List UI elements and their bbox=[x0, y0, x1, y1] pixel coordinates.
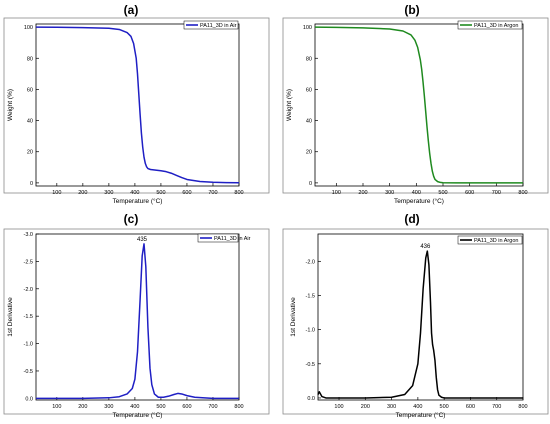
x-tick-label: 700 bbox=[208, 404, 217, 410]
x-axis-title: Temperature (°C) bbox=[113, 197, 163, 205]
x-tick-label: 700 bbox=[492, 190, 501, 196]
peak-annotation: 435 bbox=[137, 237, 148, 243]
legend-box bbox=[457, 20, 523, 30]
x-tick-label: 400 bbox=[412, 190, 421, 196]
x-tick-label: 200 bbox=[358, 190, 367, 196]
y-tick-label: 20 bbox=[27, 150, 33, 156]
x-tick-label: 600 bbox=[465, 190, 474, 196]
y-tick-label: 100 bbox=[24, 25, 33, 31]
y-tick-label: -3.0 bbox=[24, 232, 33, 238]
series-line bbox=[314, 26, 523, 184]
x-tick-label: 500 bbox=[156, 404, 165, 410]
series-line bbox=[35, 26, 240, 184]
plot-frame bbox=[317, 233, 524, 401]
y-axis-title: 1st Derivative bbox=[7, 297, 14, 337]
legend-box bbox=[183, 20, 239, 30]
y-tick-label: -2.0 bbox=[24, 287, 33, 293]
x-tick-label: 600 bbox=[182, 190, 191, 196]
x-tick-label: 800 bbox=[234, 190, 243, 196]
x-axis-title: Temperature (°C) bbox=[394, 197, 444, 205]
series-line bbox=[36, 243, 239, 400]
y-tick-label: -1.0 bbox=[24, 342, 33, 348]
x-tick-label: 700 bbox=[492, 404, 501, 410]
y-tick-label: 0 bbox=[309, 181, 312, 187]
x-tick-label: 500 bbox=[440, 404, 449, 410]
y-tick-label: 40 bbox=[27, 119, 33, 125]
y-axis-title: Weight (%) bbox=[7, 89, 14, 121]
x-axis-title: Temperature (°C) bbox=[396, 411, 446, 419]
y-tick-label: -1.5 bbox=[24, 314, 33, 320]
x-tick-label: 200 bbox=[78, 404, 87, 410]
legend-label: PA11_3D in Air bbox=[214, 236, 251, 242]
y-tick-label: 60 bbox=[306, 87, 312, 93]
y-tick-label: 0 bbox=[30, 181, 33, 187]
panel-label: (a) bbox=[124, 3, 139, 17]
legend-box bbox=[197, 233, 239, 243]
x-axis-title: Temperature (°C) bbox=[113, 411, 163, 419]
x-tick-label: 300 bbox=[104, 190, 113, 196]
x-tick-label: 300 bbox=[385, 190, 394, 196]
plot-frame bbox=[314, 23, 524, 187]
x-tick-label: 700 bbox=[208, 190, 217, 196]
x-tick-label: 400 bbox=[130, 404, 139, 410]
y-axis-title: 1st Derivative bbox=[290, 297, 297, 337]
y-tick-label: 80 bbox=[27, 56, 33, 62]
x-tick-label: 300 bbox=[104, 404, 113, 410]
x-tick-label: 400 bbox=[130, 190, 139, 196]
y-tick-label: 80 bbox=[306, 56, 312, 62]
x-tick-label: 600 bbox=[182, 404, 191, 410]
y-tick-label: 40 bbox=[306, 119, 312, 125]
x-tick-label: 100 bbox=[52, 404, 61, 410]
chart-panel-c: (c) 100 200 300 400 500 600 700 800 0.0 -0.5 -1.0 -1… bbox=[3, 212, 270, 419]
y-tick-label: -1.5 bbox=[306, 293, 315, 299]
plot-frame bbox=[35, 233, 240, 401]
x-tick-label: 800 bbox=[518, 404, 527, 410]
panel-label: (b) bbox=[404, 3, 419, 17]
y-tick-label: 0.0 bbox=[25, 396, 33, 402]
x-tick-label: 600 bbox=[466, 404, 475, 410]
legend-label: PA11_3D in Air bbox=[200, 23, 237, 29]
y-tick-label: 100 bbox=[303, 25, 312, 31]
x-tick-label: 100 bbox=[334, 404, 343, 410]
x-tick-label: 200 bbox=[78, 190, 87, 196]
x-tick-label: 800 bbox=[234, 404, 243, 410]
panel-border bbox=[282, 17, 549, 194]
panel-border bbox=[282, 228, 549, 415]
y-axis-title: Weight (%) bbox=[286, 89, 293, 121]
y-tick-label: 60 bbox=[27, 87, 33, 93]
y-tick-label: -1.0 bbox=[306, 328, 315, 334]
y-tick-label: -2.5 bbox=[24, 259, 33, 265]
panel-border bbox=[3, 228, 270, 415]
panel-label: (c) bbox=[124, 212, 139, 226]
legend-box bbox=[457, 235, 523, 245]
x-tick-label: 500 bbox=[438, 190, 447, 196]
y-tick-label: 0.0 bbox=[307, 396, 315, 402]
plot-frame bbox=[35, 23, 240, 187]
x-tick-label: 300 bbox=[387, 404, 396, 410]
legend-label: PA11_3D in Argon bbox=[474, 23, 518, 29]
x-tick-label: 800 bbox=[518, 190, 527, 196]
panel-label: (d) bbox=[404, 212, 419, 226]
x-tick-label: 500 bbox=[156, 190, 165, 196]
x-tick-label: 100 bbox=[52, 190, 61, 196]
x-tick-label: 400 bbox=[413, 404, 422, 410]
x-tick-label: 100 bbox=[332, 190, 341, 196]
chart-panel-a: (a) 100 200 300 400 500 600 700 800 0 20 40 60 80 100 T… bbox=[3, 3, 270, 205]
y-tick-label: 20 bbox=[306, 150, 312, 156]
peak-annotation: 436 bbox=[420, 244, 431, 250]
y-tick-label: -0.5 bbox=[24, 369, 33, 375]
x-tick-label: 200 bbox=[361, 404, 370, 410]
series-line bbox=[317, 250, 523, 399]
y-tick-label: -2.0 bbox=[306, 259, 315, 265]
panel-border bbox=[3, 17, 270, 194]
chart-panel-b: (b) 100 200 300 400 500 600 700 800 0 20 40 60 80 100 T… bbox=[282, 3, 549, 205]
chart-panel-d: (d) 100 200 300 400 500 600 700 800 0.0 -0.5 -1.0 -1… bbox=[282, 212, 549, 419]
y-tick-label: -0.5 bbox=[306, 362, 315, 368]
legend-label: PA11_3D in Argon bbox=[474, 238, 518, 244]
